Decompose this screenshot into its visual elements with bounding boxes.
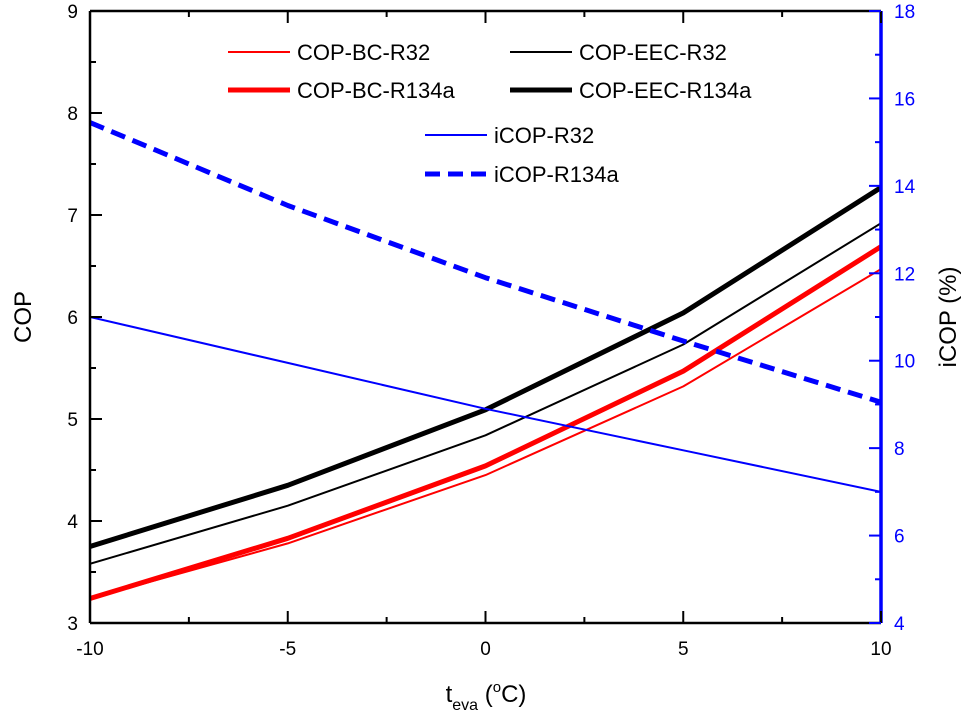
y-right-tick-label: 4: [894, 614, 905, 635]
x-axis-title-unit-open: (: [478, 681, 493, 708]
x-tick-label: 10: [870, 639, 891, 660]
y-left-tick-label: 8: [67, 104, 78, 125]
series-line-icop-r32: [90, 316, 881, 493]
legend-label-cop-bc-r134a: COP-BC-R134a: [297, 78, 455, 103]
y-right-tick-label: 6: [894, 527, 905, 548]
y-left-tick-label: 4: [67, 512, 78, 533]
y-left-tick-label: 3: [67, 614, 78, 635]
y-left-tick-label: 5: [67, 410, 78, 431]
y-right-tick-label: 8: [894, 439, 905, 460]
y-axis-left-title: COP: [10, 291, 37, 343]
x-axis-title-subscript: eva: [452, 697, 478, 714]
legend-label-icop-r32: iCOP-R32: [494, 123, 594, 148]
axis-ticks: -10 -5 0 5 10 3 4 5 6 7 8 9 4 6 8 10 12 14 16 18: [67, 2, 915, 660]
series-line-cop-eec-r32: [90, 222, 881, 565]
y-axis-right-title: iCOP (%): [935, 267, 962, 368]
y-right-tick-label: 16: [894, 89, 915, 110]
legend-label-cop-bc-r32: COP-BC-R32: [297, 40, 430, 65]
series-line-cop-bc-r32: [90, 268, 881, 600]
legend-label-cop-eec-r134a: COP-EEC-R134a: [579, 78, 752, 103]
x-tick-label: -5: [279, 639, 296, 660]
y-left-tick-label: 7: [67, 206, 78, 227]
legend-label-icop-r134a: iCOP-R134a: [494, 162, 619, 187]
y-left-tick-label: 9: [67, 2, 78, 23]
y-left-tick-label: 6: [67, 308, 78, 329]
x-axis-title-unit-close: C): [501, 681, 526, 708]
legend: COP-BC-R32 COP-EEC-R32 COP-BC-R134a COP-…: [228, 40, 752, 187]
y-right-tick-label: 18: [894, 2, 915, 23]
legend-label-cop-eec-r32: COP-EEC-R32: [579, 40, 727, 65]
x-axis-title-degree: o: [493, 679, 501, 696]
plot-lines: [90, 120, 881, 601]
x-tick-label: 0: [480, 639, 491, 660]
x-axis-title-main: t: [446, 681, 453, 708]
x-axis-title: teva (oC): [446, 679, 527, 714]
x-tick-label: 5: [678, 639, 689, 660]
x-tick-label: -10: [76, 639, 103, 660]
y-right-tick-label: 10: [894, 352, 915, 373]
series-line-icop-r134a: [90, 120, 881, 405]
y-right-tick-label: 14: [894, 177, 916, 198]
series-line-cop-bc-r134a: [90, 244, 881, 601]
y-right-tick-label: 12: [894, 264, 915, 285]
